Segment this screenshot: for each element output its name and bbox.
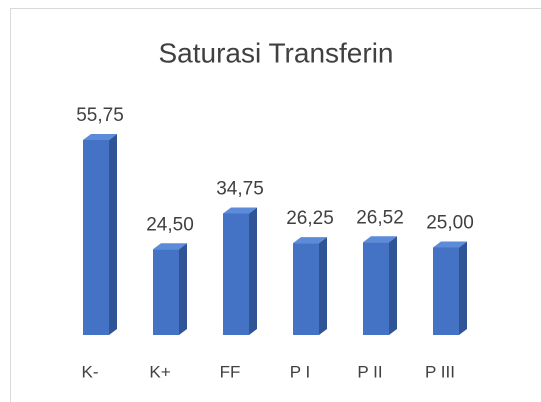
x-tick-label: FF <box>220 362 241 381</box>
bar <box>363 236 397 335</box>
x-tick-label: K- <box>82 362 99 381</box>
data-label: 25,00 <box>426 213 474 234</box>
x-tick-label: P II <box>357 362 382 381</box>
bar <box>223 207 257 335</box>
bar-top <box>223 207 257 214</box>
bar-front <box>363 242 389 335</box>
bar-side <box>249 207 257 335</box>
data-label: 55,75 <box>76 105 124 126</box>
bar-front <box>433 247 459 335</box>
bar-top <box>83 134 117 140</box>
bar-side <box>109 134 117 335</box>
bar <box>153 243 187 335</box>
bar-side <box>179 243 187 335</box>
data-label: 26,52 <box>356 207 404 228</box>
bar <box>433 241 467 335</box>
bar-top <box>363 236 397 243</box>
data-label: 24,50 <box>146 214 194 235</box>
bar-top <box>293 237 327 244</box>
x-tick-label: K+ <box>149 362 170 381</box>
bar-front <box>223 213 249 335</box>
bar <box>83 134 117 335</box>
bar-front <box>293 243 319 335</box>
data-label: 34,75 <box>216 178 264 199</box>
bar-front <box>153 249 179 335</box>
x-tick-label: P III <box>425 362 455 381</box>
bar-top <box>433 241 467 248</box>
chart-title: Saturasi Transferin <box>159 37 394 68</box>
x-tick-label: P I <box>290 362 310 381</box>
data-label: 26,25 <box>286 208 334 229</box>
bar-front <box>83 140 109 335</box>
bar-side <box>459 241 467 335</box>
bar-top <box>153 243 187 250</box>
bar <box>293 237 327 335</box>
bar-side <box>389 236 397 335</box>
bar-side <box>319 237 327 335</box>
